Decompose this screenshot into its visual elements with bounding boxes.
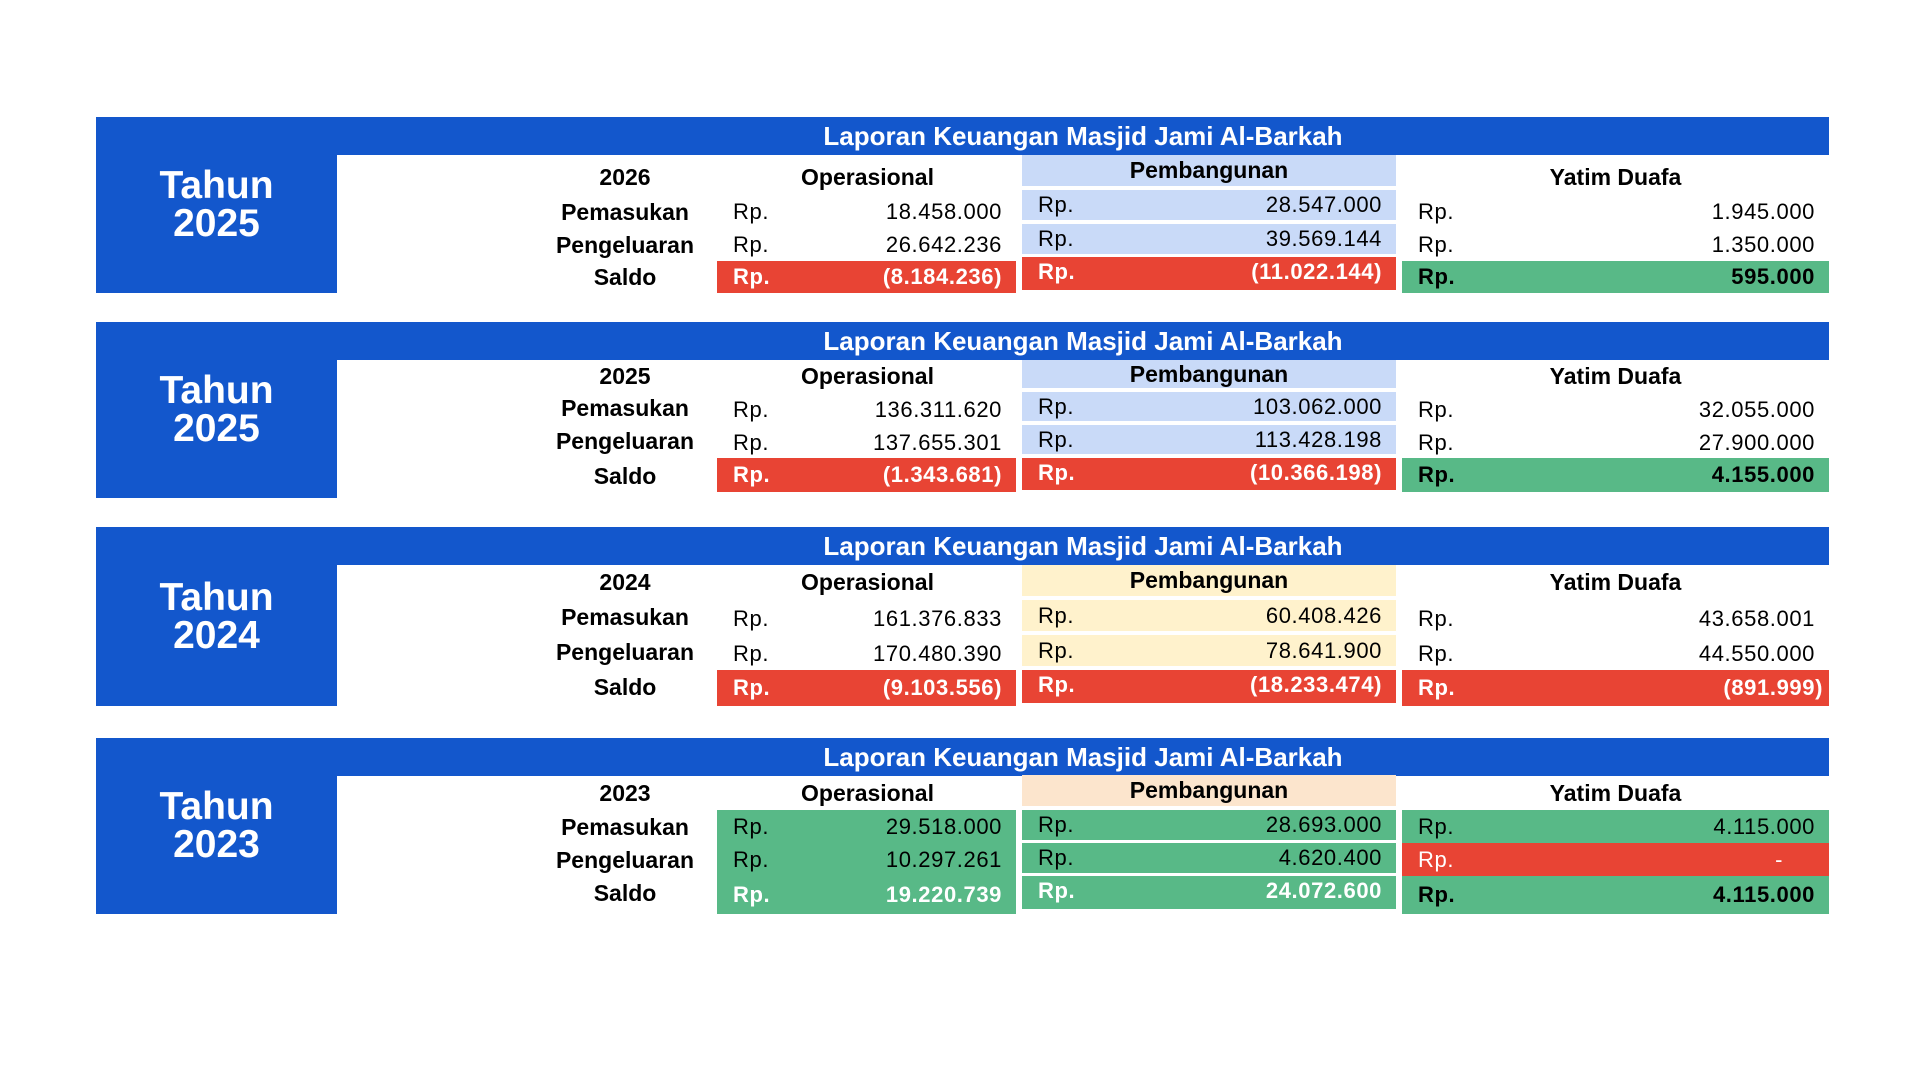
yatim-expense: Rp. 44.550.000 [1418,641,1815,666]
label-pemasukan: Pemasukan [561,395,689,421]
year-box-tahun: Tahun [159,785,274,828]
label-saldo: Saldo [593,463,657,489]
operasional-expense: Rp. 10.297.261 [717,843,1016,876]
year-box: Tahun 2024 [96,527,337,706]
header-pembangunan: Pembangunan [1022,155,1396,186]
label-saldo: Saldo [593,880,657,906]
year-box-year: 2025 [173,202,260,245]
header-yatim-duafa: Yatim Duafa [1549,780,1682,806]
yatim-balance: Rp. 4.155.000 [1402,458,1829,492]
operasional-income: Rp. 161.376.833 [733,606,1002,631]
pembangunan-balance: Rp. (10.366.198) [1022,458,1396,490]
report-block-2: Tahun 2025 Laporan Keuangan Masjid Jami … [96,322,1829,498]
pembangunan-balance: Rp. (11.022.144) [1022,257,1396,290]
pembangunan-balance: Rp. (18.233.474) [1022,670,1396,703]
year-box-tahun: Tahun [159,575,274,619]
header-operasional: Operasional [801,780,934,806]
header-yatim-duafa: Yatim Duafa [1549,363,1682,389]
pembangunan-income: Rp. 28.547.000 [1022,190,1396,220]
year-label: 2025 [599,363,651,389]
label-saldo: Saldo [593,264,657,290]
year-box: Tahun 2025 [96,322,337,498]
operasional-expense: Rp. 137.655.301 [733,430,1002,455]
report-block-1: Tahun 2025 Laporan Keuangan Masjid Jami … [96,117,1829,293]
operasional-balance: Rp. (9.103.556) [717,670,1016,706]
pembangunan-balance: Rp. 24.072.600 [1022,876,1396,909]
operasional-income: Rp. 18.458.000 [733,199,1002,224]
header-operasional: Operasional [801,164,934,190]
year-box-year: 2025 [173,407,260,450]
pembangunan-expense: Rp. 113.428.198 [1022,425,1396,454]
report-block-4: Tahun 2023 Laporan Keuangan Masjid Jami … [96,738,1829,914]
operasional-balance: Rp. (8.184.236) [717,261,1016,293]
operasional-expense: Rp. 170.480.390 [733,641,1002,666]
label-pengeluaran: Pengeluaran [555,639,695,665]
yatim-expense: Rp. 1.350.000 [1418,232,1815,257]
year-box-year: 2023 [173,823,260,866]
pembangunan-income: Rp. 103.062.000 [1022,392,1396,421]
report-title: Laporan Keuangan Masjid Jami Al-Barkah [337,322,1829,360]
report-title: Laporan Keuangan Masjid Jami Al-Barkah [337,117,1829,155]
pembangunan-expense: Rp. 4.620.400 [1022,843,1396,873]
year-label: 2024 [599,569,651,595]
yatim-income: Rp. 4.115.000 [1402,810,1829,843]
label-pengeluaran: Pengeluaran [555,232,695,258]
operasional-income: Rp. 29.518.000 [717,810,1016,843]
yatim-balance: Rp. 595.000 [1402,261,1829,293]
pembangunan-expense: Rp. 78.641.900 [1022,635,1396,666]
label-pemasukan: Pemasukan [561,199,689,225]
pembangunan-expense: Rp. 39.569.144 [1022,224,1396,254]
yatim-income: Rp. 32.055.000 [1418,397,1815,422]
header-yatim-duafa: Yatim Duafa [1549,164,1682,190]
year-box: Tahun 2025 [96,117,337,293]
pembangunan-income: Rp. 28.693.000 [1022,810,1396,840]
header-operasional: Operasional [801,363,934,389]
report-block-3: Tahun 2024 Laporan Keuangan Masjid Jami … [96,527,1829,706]
label-pengeluaran: Pengeluaran [555,428,695,454]
yatim-balance: Rp. (891.999) [1402,670,1829,706]
header-operasional: Operasional [801,569,934,595]
header-pembangunan: Pembangunan [1022,775,1396,806]
yatim-income: Rp. 43.658.001 [1418,606,1815,631]
label-pengeluaran: Pengeluaran [555,847,695,873]
year-box-year: 2024 [173,613,260,657]
yatim-expense: Rp. - [1402,843,1829,876]
header-yatim-duafa: Yatim Duafa [1549,569,1682,595]
header-pembangunan: Pembangunan [1022,360,1396,388]
report-title: Laporan Keuangan Masjid Jami Al-Barkah [337,738,1829,776]
operasional-income: Rp. 136.311.620 [733,397,1002,422]
operasional-balance: Rp. 19.220.739 [717,876,1016,914]
operasional-expense: Rp. 26.642.236 [733,232,1002,257]
label-saldo: Saldo [593,674,657,700]
year-box-tahun: Tahun [159,164,274,207]
label-pemasukan: Pemasukan [561,814,689,840]
pembangunan-income: Rp. 60.408.426 [1022,600,1396,631]
year-label: 2023 [599,780,651,806]
yatim-balance: Rp. 4.115.000 [1402,876,1829,914]
year-box: Tahun 2023 [96,738,337,914]
operasional-balance: Rp. (1.343.681) [717,458,1016,492]
yatim-income: Rp. 1.945.000 [1418,199,1815,224]
year-box-tahun: Tahun [159,369,274,412]
year-label: 2026 [599,164,651,190]
header-pembangunan: Pembangunan [1022,565,1396,596]
report-title: Laporan Keuangan Masjid Jami Al-Barkah [337,527,1829,565]
label-pemasukan: Pemasukan [561,604,689,630]
yatim-expense: Rp. 27.900.000 [1418,430,1815,455]
